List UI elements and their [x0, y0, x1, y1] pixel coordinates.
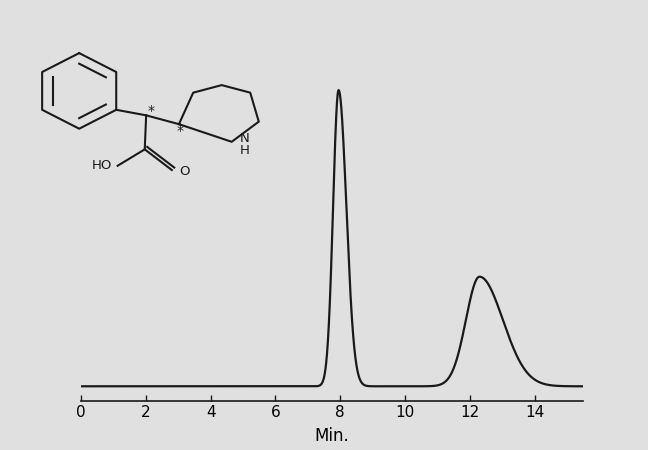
- Text: HO: HO: [92, 159, 113, 172]
- Text: *: *: [148, 104, 155, 118]
- Text: N: N: [240, 131, 249, 144]
- Text: O: O: [179, 165, 189, 178]
- Text: H: H: [240, 144, 249, 157]
- X-axis label: Min.: Min.: [315, 428, 349, 446]
- Text: *: *: [177, 124, 184, 138]
